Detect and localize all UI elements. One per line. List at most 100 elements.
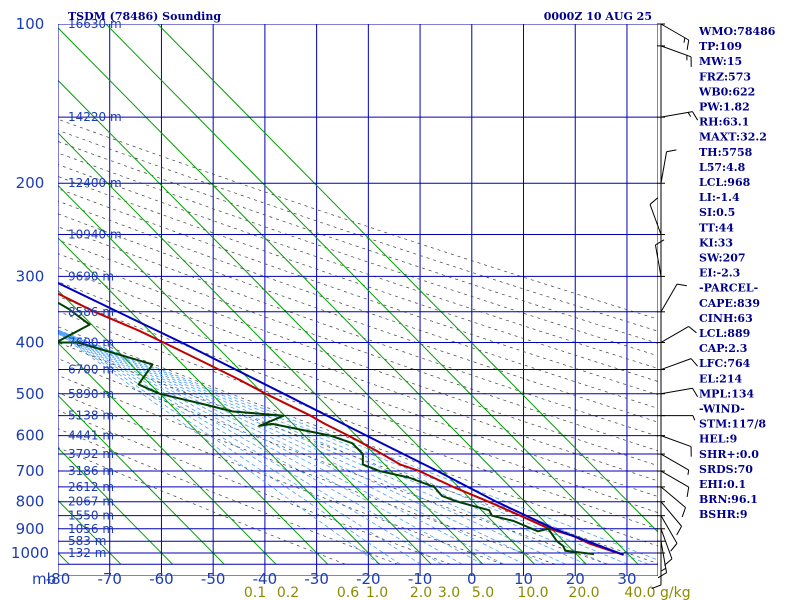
index-line: TH:5758	[699, 146, 753, 159]
isotherm	[58, 394, 225, 565]
index-line: CAP:2.3	[699, 342, 747, 355]
wind-barb-flag	[692, 415, 696, 421]
height-label: 132 m	[68, 546, 106, 560]
index-line: MAXT:32.2	[699, 131, 767, 144]
wind-barb-staff	[660, 387, 693, 395]
moist-adiabat	[58, 330, 566, 565]
moist-adiabat	[58, 331, 504, 565]
height-label: 10940 m	[68, 228, 122, 242]
pressure-tick-label: 800	[16, 493, 45, 511]
isotherm	[0, 24, 17, 564]
pressure-tick-label: 900	[16, 520, 45, 538]
wind-barb-flag	[651, 584, 662, 590]
temperature-tick-label: 20	[566, 570, 585, 588]
height-label: 7600 m	[68, 335, 114, 349]
index-line: SRDS:70	[699, 463, 753, 476]
index-line: LFC:764	[699, 357, 751, 370]
index-line: SW:207	[699, 252, 746, 265]
temperature-tick-label: -80	[46, 570, 71, 588]
series-dewpoint	[58, 301, 595, 556]
index-line: MW:15	[699, 55, 742, 68]
wind-barb	[657, 540, 668, 579]
dry-adiabat	[58, 226, 658, 437]
index-line: STM:117/8	[699, 418, 766, 431]
wind-barb-flag	[686, 39, 690, 50]
index-line: LI:-1.4	[699, 191, 740, 204]
index-line: BSHR:9	[699, 508, 748, 521]
moist-adiabat	[58, 332, 401, 565]
wind-barb-staff	[660, 111, 693, 118]
index-line: LCL:968	[699, 176, 751, 189]
wind-barb	[657, 453, 690, 476]
wind-barb-staff	[660, 283, 678, 313]
height-label: 2067 m	[68, 495, 114, 509]
wind-barb-staff	[660, 435, 692, 448]
isotherm	[58, 447, 173, 565]
isotherm	[58, 27, 587, 565]
wind-barb-flag	[670, 543, 678, 552]
mixing-ratio-label: 3.0	[438, 585, 460, 600]
height-label: 3186 m	[68, 464, 114, 478]
mixing-ratio-label: 0.1	[244, 585, 266, 600]
wind-barb-staff	[660, 486, 686, 508]
isotherm	[58, 289, 329, 565]
dry-adiabat	[58, 409, 451, 565]
wind-barb	[657, 501, 683, 536]
wind-barb-flag	[657, 572, 667, 579]
wind-barb	[657, 358, 698, 371]
wind-barb	[657, 435, 692, 457]
index-line: EI:-2.3	[699, 267, 740, 280]
moist-adiabat	[58, 330, 525, 565]
series-layer	[58, 281, 624, 556]
height-label: 12400 m	[68, 176, 122, 190]
index-line: SI:0.5	[699, 206, 735, 219]
index-line: TT:44	[699, 221, 734, 234]
wind-barb	[657, 387, 699, 398]
wind-barb	[651, 552, 665, 590]
dry-adiabat	[58, 141, 658, 344]
series-temperature	[58, 292, 624, 556]
wind-barb-flag	[686, 486, 690, 498]
wind-barb-flag	[664, 558, 673, 566]
wind-barb-staff	[660, 326, 689, 343]
series-parcel	[58, 281, 624, 556]
wind-barb	[657, 486, 686, 518]
height-label: 6700 m	[68, 363, 114, 377]
mixing-ratio-label: 0.6	[337, 585, 359, 600]
wind-barb-flag	[692, 387, 699, 398]
index-line: EL:214	[699, 372, 742, 385]
mixing-ratio-label: 20.0	[568, 585, 599, 600]
wind-barb	[654, 239, 665, 277]
wind-barb-staff	[654, 244, 662, 277]
temperature-tick-label: 10	[514, 570, 533, 588]
isotherm	[58, 79, 535, 565]
wind-barb	[657, 23, 690, 50]
wind-barb	[657, 470, 690, 498]
index-line: RH:63.1	[699, 116, 749, 129]
height-label: 8586 m	[68, 305, 114, 319]
index-line: WMO:78486	[698, 25, 776, 38]
wind-barb-flag	[683, 37, 686, 43]
moist-adiabat	[58, 332, 380, 565]
index-line: PW:1.82	[699, 101, 750, 114]
wind-barb-flag	[666, 149, 677, 153]
index-line: -PARCEL-	[699, 282, 758, 295]
dry-adiabat	[58, 295, 658, 514]
moist-adiabat	[58, 330, 608, 565]
dry-adiabat	[58, 129, 658, 332]
index-line: KI:33	[699, 236, 733, 249]
wind-barb-flag	[661, 567, 667, 572]
temperature-tick-label: 30	[617, 570, 636, 588]
wind-barb-staff	[660, 23, 689, 41]
wind-barb-staff	[660, 453, 689, 471]
dry-adiabat	[58, 152, 658, 357]
isotherm	[58, 237, 380, 565]
pressure-tick-label: 1000	[11, 544, 49, 562]
dry-adiabat	[58, 281, 658, 497]
wind-barb-staff	[660, 515, 678, 544]
wind-barb-staff	[660, 151, 668, 184]
wind-barb	[657, 326, 697, 343]
index-line: WB0:622	[698, 85, 755, 98]
